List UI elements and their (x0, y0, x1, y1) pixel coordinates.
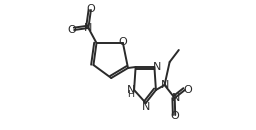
Text: N: N (127, 85, 135, 95)
Text: H: H (127, 90, 134, 99)
Text: N: N (153, 62, 162, 72)
Text: N: N (84, 23, 93, 33)
Text: O: O (119, 37, 127, 47)
Text: O: O (171, 111, 180, 121)
Text: N: N (172, 93, 180, 103)
Text: O: O (87, 4, 95, 14)
Text: N: N (142, 102, 150, 112)
Text: O: O (183, 85, 192, 95)
Text: O: O (67, 25, 76, 35)
Text: N: N (160, 80, 169, 90)
